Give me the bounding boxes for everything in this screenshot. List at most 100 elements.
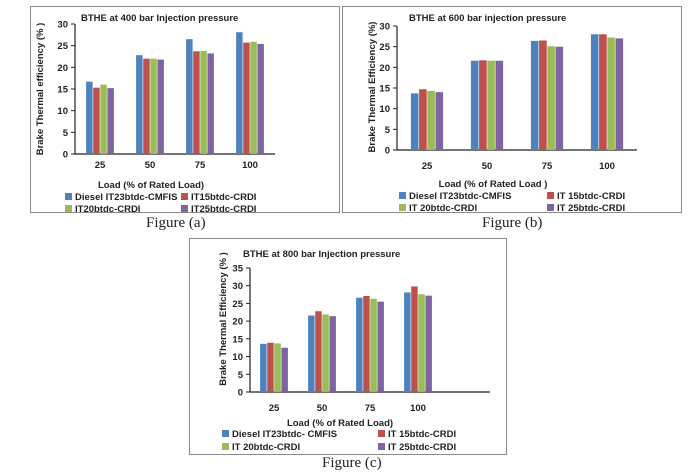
bar-3-50 <box>322 314 329 392</box>
bar-2-100 <box>411 286 418 392</box>
chart-panel-c: BTHE at 800 bar Injection pressure 0 5 10 15… <box>189 238 507 455</box>
bar-3-100 <box>250 41 257 154</box>
legend-swatch <box>181 205 188 212</box>
bar-4-25 <box>281 347 288 392</box>
y-tick-label: 30 <box>379 22 390 33</box>
bar-3-100 <box>418 294 425 392</box>
legend-swatch <box>547 192 554 199</box>
chart-title: BTHE at 400 bar Injection pressure <box>81 13 238 24</box>
bar-2-75 <box>363 295 370 392</box>
y-tick-label: 25 <box>57 41 68 52</box>
chart-c: BTHE at 800 bar Injection pressure 0 5 10 15… <box>218 249 490 453</box>
y-tick-label: 10 <box>57 106 68 117</box>
x-tick-label: 75 <box>542 161 553 172</box>
x-tick-label: 50 <box>145 160 156 171</box>
y-tick-label: 35 <box>232 264 243 275</box>
bar-1-50 <box>470 60 479 150</box>
legend-label: Diesel IT23btdc- CMFIS <box>232 429 337 440</box>
legend-swatch <box>547 204 554 211</box>
bar-1-25 <box>86 81 93 154</box>
y-tick-label: 5 <box>385 125 391 136</box>
y-tick-label: 30 <box>232 281 243 292</box>
figure-caption-b: Figure (b) <box>482 215 543 231</box>
legend-swatch <box>399 192 406 199</box>
legend-label: IT 25btdc-CRDI <box>388 442 456 453</box>
bar-1-75 <box>186 39 193 154</box>
bar-1-75 <box>530 40 539 150</box>
y-tick-label: 20 <box>57 63 68 74</box>
bar-3-75 <box>547 46 555 150</box>
bar-2-75 <box>539 40 547 150</box>
bar-4-50 <box>329 316 336 392</box>
bar-2-50 <box>479 60 487 151</box>
bar-2-50 <box>143 58 150 154</box>
figure-caption-c: Figure (c) <box>322 455 382 471</box>
legend-label: IT20btdc-CRDI <box>75 204 140 215</box>
bar-1-100 <box>236 32 243 155</box>
x-axis-label: Load (% of Rated Load) <box>98 180 204 191</box>
legend-label: IT 15btdc-CRDI <box>388 429 456 440</box>
legend-label: IT25btdc-CRDI <box>191 204 256 215</box>
legend-swatch <box>181 193 188 200</box>
chart-title: BTHE at 600 bar injection pressure <box>409 13 566 24</box>
y-tick-label: 10 <box>232 352 243 363</box>
legend-swatch <box>65 205 72 212</box>
x-tick-label: 25 <box>422 161 433 172</box>
x-tick-label: 75 <box>195 160 206 171</box>
bar-4-100 <box>257 43 264 154</box>
x-tick-label: 50 <box>482 161 493 172</box>
legend-label: IT 20btdc-CRDI <box>232 442 300 453</box>
legend-swatch <box>222 430 229 437</box>
y-tick-label: 0 <box>385 146 390 157</box>
y-tick-label: 15 <box>57 85 68 96</box>
x-tick-label: 100 <box>410 403 426 414</box>
bar-2-50 <box>315 311 322 392</box>
bar-2-75 <box>193 51 200 154</box>
bar-1-100 <box>590 34 599 150</box>
bar-4-75 <box>377 301 384 392</box>
bar-3-50 <box>487 60 495 150</box>
y-tick-label: 10 <box>379 104 390 115</box>
x-tick-label: 100 <box>242 160 258 171</box>
figure-caption-a: Figure (a) <box>146 215 206 231</box>
chart-b: BTHE at 600 bar injection pressure 0 5 10 15… <box>367 13 637 214</box>
bar-2-100 <box>599 34 607 150</box>
x-tick-label: 25 <box>269 403 280 414</box>
y-tick-label: 15 <box>232 334 243 345</box>
y-tick-label: 20 <box>232 317 243 328</box>
bar-3-100 <box>607 37 615 150</box>
bar-4-75 <box>555 46 564 150</box>
bar-4-100 <box>425 295 432 392</box>
bar-3-75 <box>200 50 207 155</box>
y-tick-label: 5 <box>238 370 244 381</box>
bar-4-100 <box>615 38 624 150</box>
x-tick-label: 75 <box>365 403 376 414</box>
y-axis-label: Brake Thermal efficiency (% ) <box>35 23 46 156</box>
legend-swatch <box>378 443 385 450</box>
x-axis-label: Load (% of Rated Load) <box>287 418 393 429</box>
legend-swatch <box>65 193 72 200</box>
y-axis-label: Brake Thermal Efficiency (%) <box>367 22 378 153</box>
legend-label: IT 20btdc-CRDI <box>409 203 477 214</box>
bar-3-25 <box>274 343 281 392</box>
y-tick-label: 0 <box>238 388 243 399</box>
bar-1-75 <box>356 297 363 392</box>
bar-1-25 <box>410 93 419 150</box>
bar-2-100 <box>243 42 250 154</box>
chart-panel-b: BTHE at 600 bar injection pressure 0 5 10 15… <box>342 6 682 214</box>
legend-label: IT15btdc-CRDI <box>191 192 256 203</box>
y-tick-label: 25 <box>379 42 390 53</box>
bar-1-25 <box>260 343 267 392</box>
bar-2-25 <box>267 342 274 392</box>
x-tick-label: 50 <box>317 403 328 414</box>
chart-a: BTHE at 400 bar Injection pressure 0 5 10 15… <box>35 13 275 215</box>
y-tick-label: 15 <box>379 84 390 95</box>
bar-1-50 <box>308 315 315 392</box>
bar-1-50 <box>136 55 143 155</box>
legend-swatch <box>378 430 385 437</box>
bar-4-75 <box>207 53 214 154</box>
chart-panel-a: BTHE at 400 bar Injection pressure 0 5 10 15… <box>30 6 340 215</box>
y-tick-label: 20 <box>379 63 390 74</box>
bar-3-50 <box>150 58 157 154</box>
legend-label: Diesel IT23btdc-CMFIS <box>409 191 511 202</box>
